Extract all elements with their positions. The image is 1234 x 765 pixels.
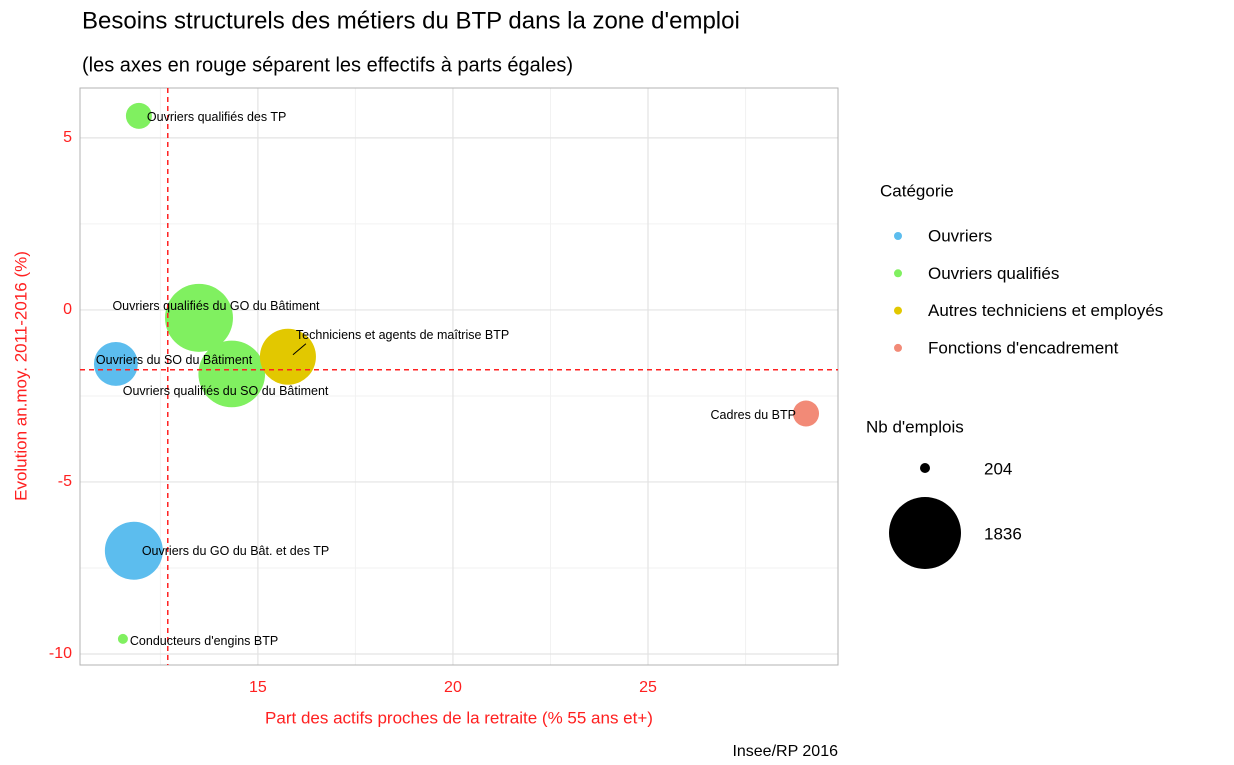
bubble bbox=[792, 400, 820, 427]
y-tick-label: 0 bbox=[63, 301, 72, 318]
bubble bbox=[117, 633, 128, 644]
size-legend-title: Nb d'emplois bbox=[866, 417, 964, 436]
label-connector bbox=[292, 343, 307, 356]
size-legend-label: 1836 bbox=[984, 524, 1022, 543]
x-tick-label: 25 bbox=[639, 679, 657, 696]
point-label: Ouvriers du GO du Bât. et des TP bbox=[142, 544, 329, 558]
size-legend-circle bbox=[920, 463, 930, 473]
panel-border bbox=[79, 87, 839, 666]
bubble bbox=[104, 521, 163, 580]
legend-title: Catégorie bbox=[880, 181, 954, 200]
legend-swatch bbox=[894, 269, 902, 278]
size-legend-label: 204 bbox=[984, 459, 1012, 478]
x-tick-label: 20 bbox=[444, 679, 462, 696]
y-tick-label: -10 bbox=[49, 645, 72, 662]
size-legend-circle bbox=[889, 497, 961, 569]
legend-label: Ouvriers qualifiés bbox=[928, 264, 1059, 283]
point-label: Conducteurs d'engins BTP bbox=[130, 634, 278, 648]
caption: Insee/RP 2016 bbox=[732, 743, 838, 760]
point-label: Ouvriers qualifiés des TP bbox=[147, 110, 286, 124]
bubble bbox=[198, 340, 266, 408]
y-tick-label: -5 bbox=[58, 473, 72, 490]
legend-label: Fonctions d'encadrement bbox=[928, 338, 1119, 357]
y-tick-label: 5 bbox=[63, 129, 72, 146]
point-label: Techniciens et agents de maîtrise BTP bbox=[296, 328, 509, 342]
y-axis-title: Evolution an.moy. 2011-2016 (%) bbox=[11, 251, 30, 501]
legend-label: Autres techniciens et employés bbox=[928, 301, 1163, 320]
point-label: Ouvriers du SO du Bâtiment bbox=[96, 353, 253, 367]
point-label: Ouvriers qualifiés du GO du Bâtiment bbox=[112, 299, 320, 313]
bubble bbox=[93, 342, 138, 386]
bubble bbox=[125, 102, 152, 129]
legend-swatch bbox=[894, 306, 902, 315]
legend-swatch bbox=[894, 343, 902, 352]
legend-label: Ouvriers bbox=[928, 226, 992, 245]
x-axis-title: Part des actifs proches de la retraite (… bbox=[265, 708, 653, 727]
legend-swatch bbox=[894, 232, 902, 240]
chart-title: Besoins structurels des métiers du BTP d… bbox=[82, 7, 740, 34]
bubble bbox=[259, 328, 316, 385]
chart-subtitle: (les axes en rouge séparent les effectif… bbox=[82, 54, 573, 76]
bubble bbox=[164, 283, 233, 352]
point-label: Cadres du BTP bbox=[711, 408, 796, 422]
point-label: Ouvriers qualifiés du SO du Bâtiment bbox=[123, 384, 329, 398]
x-tick-label: 15 bbox=[249, 679, 267, 696]
